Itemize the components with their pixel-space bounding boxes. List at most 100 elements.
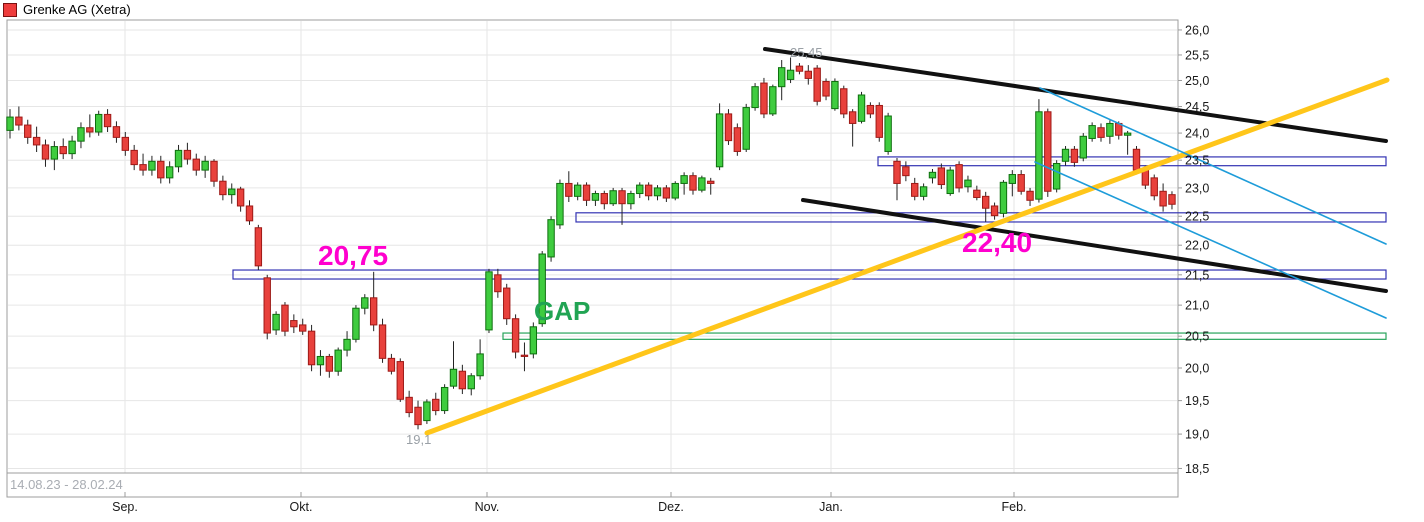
candle-body <box>973 189 981 198</box>
candle-body <box>680 175 688 184</box>
candle <box>538 251 546 327</box>
candle <box>662 185 671 202</box>
trendline-blue-lower[interactable] <box>1034 161 1387 319</box>
candle <box>1061 146 1070 166</box>
candle <box>565 171 573 202</box>
zone-resistance-235[interactable] <box>877 156 1387 167</box>
zone-resistance-225[interactable] <box>575 212 1387 223</box>
candle-body <box>494 274 502 293</box>
candle-body <box>59 146 67 155</box>
candle-body <box>1132 148 1141 171</box>
candle <box>485 268 493 334</box>
y-axis-label: 20,5 <box>1185 330 1209 344</box>
y-axis-label: 19,5 <box>1185 394 1209 408</box>
annotation-support-label[interactable]: 20,75 <box>318 240 388 271</box>
annotation-low-label[interactable]: 19,1 <box>406 432 431 447</box>
candle <box>822 78 830 101</box>
candle-body <box>742 107 750 150</box>
candle-body <box>316 355 325 366</box>
candle <box>919 183 928 201</box>
candle <box>1106 120 1114 144</box>
candle <box>387 353 396 375</box>
candle <box>15 106 23 131</box>
candle <box>307 324 316 372</box>
candle <box>86 114 94 138</box>
trendline-upper-channel[interactable] <box>763 47 1388 143</box>
candle-body <box>192 158 200 171</box>
candle-body <box>511 318 520 353</box>
candle-body <box>245 205 254 222</box>
candle-body <box>1141 169 1150 186</box>
candle <box>219 175 227 201</box>
candle <box>6 109 14 139</box>
plot-frame <box>6 19 1179 498</box>
candle-body <box>1159 190 1167 207</box>
candle-body <box>485 271 493 331</box>
candle-body <box>405 396 413 414</box>
candle <box>840 85 848 119</box>
candle <box>369 271 378 332</box>
trendline-ascending-support[interactable] <box>424 77 1390 436</box>
candle <box>378 318 387 363</box>
candle <box>999 180 1008 218</box>
candle-body <box>662 187 671 199</box>
y-axis-label: 18,5 <box>1185 462 1209 476</box>
trendline-blue-upper[interactable] <box>1039 87 1387 245</box>
annotation-level-label[interactable]: 22,40 <box>962 227 1032 258</box>
candle-body <box>1061 148 1070 162</box>
candle <box>751 83 759 111</box>
candle-body <box>77 127 85 142</box>
candle-body <box>1106 122 1114 137</box>
candle-body <box>50 146 59 160</box>
candle-body <box>653 187 662 197</box>
candle <box>1123 130 1132 155</box>
candle-body <box>698 177 706 191</box>
candle <box>449 341 458 389</box>
annotation-gap-label[interactable]: GAP <box>534 296 590 326</box>
candle-body <box>618 190 626 205</box>
y-axis-label: 20,0 <box>1185 361 1209 375</box>
candle-body <box>103 113 112 128</box>
candle-body <box>334 349 342 372</box>
zone-resistance-215[interactable] <box>232 269 1387 280</box>
x-axis-label: Nov. <box>475 500 500 514</box>
candle <box>352 305 360 343</box>
candle <box>476 339 484 380</box>
candle-body <box>999 181 1008 214</box>
candle <box>715 103 724 171</box>
candle-body <box>733 127 742 152</box>
annotation-high-label[interactable]: 25,45 <box>790 45 823 60</box>
candle-body <box>432 398 440 412</box>
candle-body <box>414 406 422 426</box>
candle-body <box>1070 148 1079 163</box>
chart-title: Grenke AG (Xetra) <box>23 2 131 17</box>
candle <box>228 183 236 204</box>
candle-body <box>893 160 901 184</box>
candle-body <box>281 304 289 332</box>
x-axis-label: Okt. <box>290 500 313 514</box>
candle <box>582 182 591 206</box>
x-axis-label: Dez. <box>658 500 684 514</box>
zone-gap-zone[interactable] <box>502 332 1387 340</box>
candle <box>1008 170 1017 197</box>
candle <box>866 102 875 119</box>
candle <box>112 121 121 143</box>
candle <box>946 166 954 196</box>
candle-body <box>440 386 449 412</box>
candle-body <box>32 136 41 146</box>
candle-body <box>875 104 883 138</box>
trendline-lower-channel[interactable] <box>801 198 1388 293</box>
candle <box>201 155 209 178</box>
candle-body <box>352 307 360 340</box>
candle-body <box>1017 174 1025 192</box>
candle <box>130 144 138 171</box>
candle-body <box>955 164 963 189</box>
candle <box>928 169 937 184</box>
x-axis-label: Feb. <box>1001 500 1026 514</box>
candle <box>893 158 901 201</box>
candle <box>165 161 174 184</box>
candle-body <box>1035 111 1043 200</box>
candle <box>32 126 41 153</box>
candle <box>1017 170 1025 195</box>
